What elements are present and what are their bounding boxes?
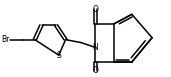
Text: O: O [92, 66, 98, 75]
Text: O: O [92, 5, 98, 14]
Text: N: N [93, 43, 98, 52]
Text: S: S [56, 51, 61, 60]
Text: Br: Br [1, 35, 10, 44]
